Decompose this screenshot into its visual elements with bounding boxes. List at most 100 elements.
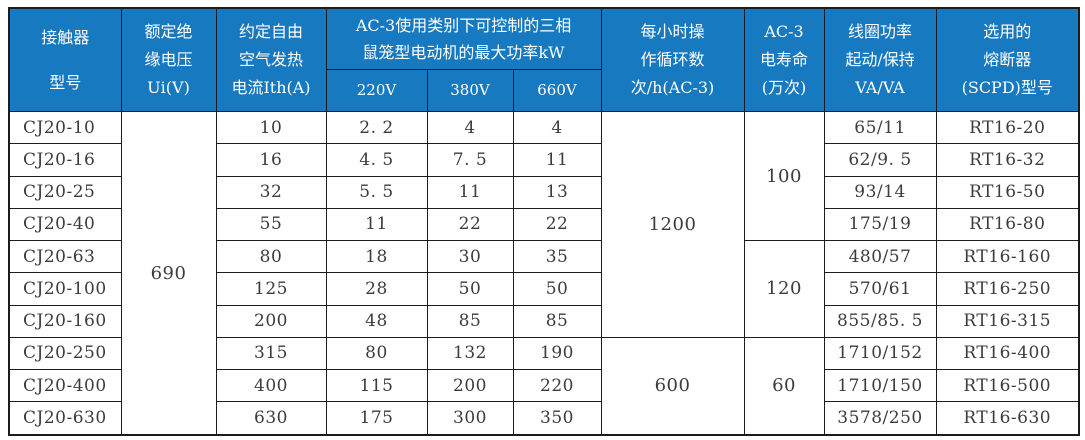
header-380v: 380V xyxy=(426,69,514,112)
contactor-spec-table: 接触器 型号 额定绝 缘电压 Ui(V) 约定自由 空气发热 电流Ith(A) … xyxy=(8,7,1081,436)
header-operating-cycles: 每小时操 作循环数 次/h(AC-3) xyxy=(600,7,745,112)
cell-thermal-current: 400 xyxy=(215,369,327,403)
cell-fuse-model: RT16-500 xyxy=(935,369,1080,403)
table-body: CJ20-10 690 10 2. 2 4 4 1200 100 65/11 RT16-20 CJ2… xyxy=(8,110,1080,436)
header-fuse-model: 选用的 熔断器 (SCPD)型号 xyxy=(935,7,1080,112)
table-row: CJ20-630 630 175 300 350 3578/250 RT16-630 xyxy=(8,401,1080,436)
cell-coil-power: 3578/250 xyxy=(823,401,937,436)
cell-max-power-220v: 28 xyxy=(325,272,428,306)
cell-operating-cycles: 1200 xyxy=(600,111,745,338)
header-coil-power: 线圈功率 起动/保持 VA/VA xyxy=(823,7,937,112)
cell-model: CJ20-63 xyxy=(8,240,122,274)
table-header: 接触器 型号 额定绝 缘电压 Ui(V) 约定自由 空气发热 电流Ith(A) … xyxy=(8,7,1080,112)
cell-coil-power: 855/85. 5 xyxy=(823,304,937,338)
cell-thermal-current: 125 xyxy=(215,272,327,306)
cell-coil-power: 570/61 xyxy=(823,272,937,306)
cell-thermal-current: 200 xyxy=(215,304,327,338)
header-660v: 660V xyxy=(512,69,602,112)
cell-max-power-660v: 190 xyxy=(512,336,602,371)
cell-model: CJ20-16 xyxy=(8,143,122,177)
table-row: CJ20-10 690 10 2. 2 4 4 1200 100 65/11 RT16-20 xyxy=(8,110,1080,436)
cell-fuse-model: RT16-400 xyxy=(935,336,1080,371)
cell-max-power-220v: 175 xyxy=(325,401,428,436)
cell-max-power-220v: 48 xyxy=(325,304,428,338)
cell-thermal-current: 32 xyxy=(215,175,327,209)
table-row: CJ20-100 125 28 50 50 570/61 RT16-250 xyxy=(8,272,1080,306)
cell-electrical-life: 100 xyxy=(743,110,825,242)
cell-max-power-380v: 11 xyxy=(426,175,514,209)
contactor-spec-table-wrap: 接触器 型号 额定绝 缘电压 Ui(V) 约定自由 空气发热 电流Ith(A) … xyxy=(8,7,1081,436)
cell-max-power-660v: 35 xyxy=(512,240,602,274)
header-electrical-life: AC-3 电寿命 (万次) xyxy=(743,7,825,112)
cell-model: CJ20-100 xyxy=(8,272,122,306)
cell-fuse-model: RT16-80 xyxy=(935,207,1080,242)
cell-operating-cycles: 600 xyxy=(600,336,745,436)
cell-max-power-220v: 2. 2 xyxy=(325,110,428,145)
cell-fuse-model: RT16-630 xyxy=(935,401,1080,436)
cell-thermal-current: 16 xyxy=(215,143,327,177)
cell-max-power-660v: 50 xyxy=(512,272,602,306)
cell-fuse-model: RT16-250 xyxy=(935,272,1080,306)
cell-thermal-current: 630 xyxy=(215,401,327,436)
table-row: CJ20-25 32 5. 5 11 13 93/14 RT16-50 xyxy=(8,175,1080,209)
cell-fuse-model: RT16-20 xyxy=(935,110,1080,145)
cell-coil-power: 175/19 xyxy=(823,207,937,242)
cell-model: CJ20-25 xyxy=(8,175,122,209)
cell-max-power-220v: 18 xyxy=(325,240,428,274)
cell-fuse-model: RT16-50 xyxy=(935,175,1080,209)
cell-fuse-model: RT16-160 xyxy=(935,240,1080,274)
cell-thermal-current: 55 xyxy=(215,207,327,242)
cell-max-power-660v: 13 xyxy=(512,175,602,209)
cell-model: CJ20-40 xyxy=(8,207,122,242)
cell-max-power-380v: 85 xyxy=(426,304,514,338)
cell-max-power-220v: 11 xyxy=(325,207,428,242)
header-max-power-group: AC-3使用类别下可控制的三相 鼠笼型电动机的最大功率kW xyxy=(325,7,602,70)
cell-max-power-380v: 300 xyxy=(426,401,514,436)
cell-coil-power: 62/9. 5 xyxy=(823,143,937,177)
cell-max-power-220v: 80 xyxy=(325,336,428,371)
cell-max-power-660v: 350 xyxy=(512,401,602,436)
cell-model: CJ20-250 xyxy=(8,336,122,371)
cell-max-power-380v: 7. 5 xyxy=(426,143,514,177)
cell-rated-insulation-voltage: 690 xyxy=(120,111,217,436)
cell-max-power-380v: 200 xyxy=(426,369,514,403)
cell-fuse-model: RT16-315 xyxy=(935,304,1080,338)
cell-coil-power: 93/14 xyxy=(823,175,937,209)
cell-thermal-current: 315 xyxy=(215,336,327,371)
table-row: CJ20-250 315 80 132 190 600 60 1710/152 RT16-400 xyxy=(8,336,1080,436)
table-row: CJ20-16 16 4. 5 7. 5 11 62/9. 5 RT16-32 xyxy=(8,143,1080,177)
cell-model: CJ20-630 xyxy=(8,401,122,436)
cell-max-power-380v: 22 xyxy=(426,207,514,242)
header-row-voltages: 220V 380V 660V xyxy=(9,69,1079,112)
cell-model: CJ20-400 xyxy=(8,369,122,403)
cell-thermal-current: 10 xyxy=(215,110,327,145)
cell-thermal-current: 80 xyxy=(215,240,327,274)
cell-max-power-220v: 5. 5 xyxy=(325,175,428,209)
cell-max-power-220v: 115 xyxy=(325,369,428,403)
cell-fuse-model: RT16-32 xyxy=(935,143,1080,177)
cell-coil-power: 65/11 xyxy=(823,110,937,145)
header-220v: 220V xyxy=(325,69,428,112)
header-row-main: 接触器 型号 额定绝 缘电压 Ui(V) 约定自由 空气发热 电流Ith(A) … xyxy=(8,7,1080,112)
cell-max-power-660v: 85 xyxy=(512,304,602,338)
cell-max-power-380v: 132 xyxy=(426,336,514,371)
cell-coil-power: 1710/150 xyxy=(823,369,937,403)
cell-max-power-660v: 220 xyxy=(512,369,602,403)
cell-max-power-380v: 30 xyxy=(426,240,514,274)
cell-max-power-220v: 4. 5 xyxy=(325,143,428,177)
table-row: CJ20-40 55 11 22 22 175/19 RT16-80 xyxy=(8,207,1080,242)
cell-max-power-380v: 4 xyxy=(426,110,514,145)
header-rated-insulation-voltage: 额定绝 缘电压 Ui(V) xyxy=(120,7,217,112)
cell-electrical-life: 120 xyxy=(743,240,825,338)
cell-max-power-660v: 11 xyxy=(512,143,602,177)
cell-model: CJ20-160 xyxy=(8,304,122,338)
table-row: CJ20-400 400 115 200 220 1710/150 RT16-500 xyxy=(8,369,1080,403)
cell-coil-power: 480/57 xyxy=(823,240,937,274)
cell-max-power-660v: 4 xyxy=(512,110,602,145)
cell-coil-power: 1710/152 xyxy=(823,336,937,371)
header-thermal-current: 约定自由 空气发热 电流Ith(A) xyxy=(215,7,327,112)
cell-max-power-660v: 22 xyxy=(512,207,602,242)
header-contactor-model: 接触器 型号 xyxy=(8,7,122,112)
cell-max-power-380v: 50 xyxy=(426,272,514,306)
cell-model: CJ20-10 xyxy=(8,110,122,145)
